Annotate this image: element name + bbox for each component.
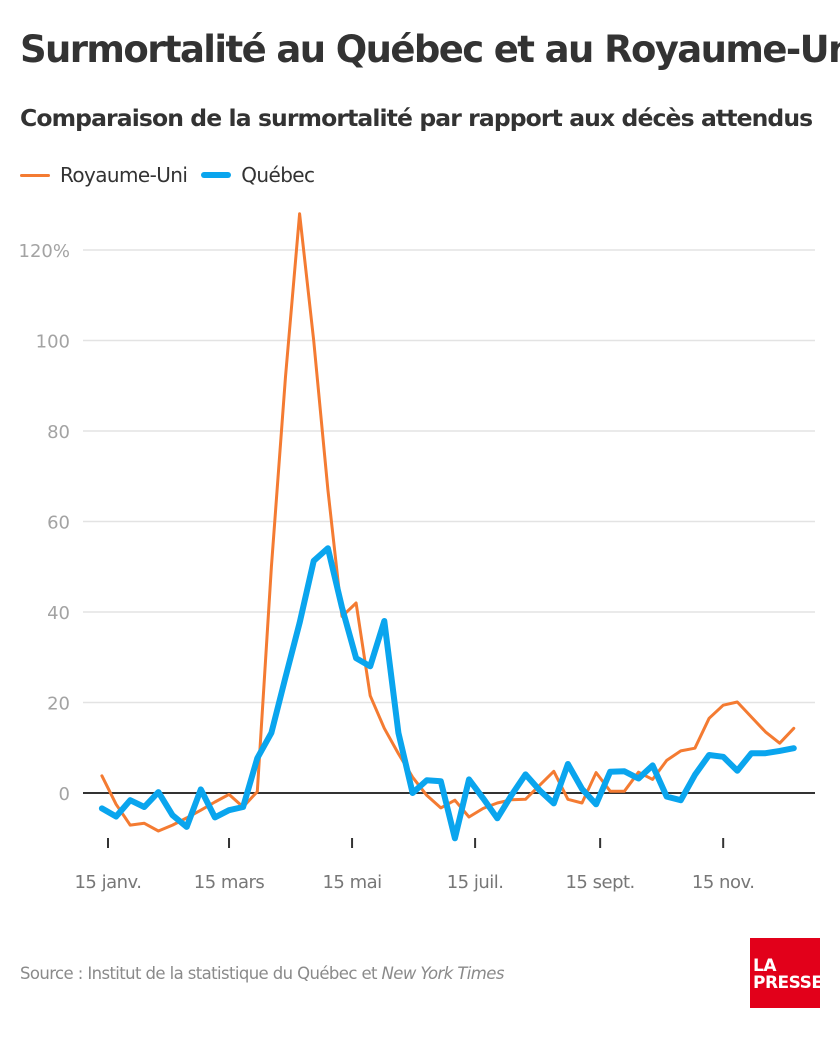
la-presse-logo: LA PRESSE <box>750 938 823 1008</box>
source-italic: New York Times <box>381 964 505 983</box>
y-tick-label: 80 <box>47 422 70 443</box>
gridlines <box>83 249 815 704</box>
x-tick-label: 15 mai <box>322 872 381 893</box>
chart-title: Surmortalité au Québec et au Royaume-Uni <box>20 28 840 71</box>
x-tick-label: 15 mars <box>194 872 265 893</box>
series-line-quebec <box>98 545 797 842</box>
source-text: Source : Institut de la statistique du Q… <box>20 964 382 983</box>
y-tick-label: 40 <box>47 603 70 624</box>
legend-item-quebec: Québec <box>201 163 315 187</box>
legend: Royaume-Uni Québec <box>20 163 328 187</box>
y-tick-label: 100 <box>36 332 70 353</box>
chart-subtitle: Comparaison de la surmortalité par rappo… <box>20 104 813 132</box>
x-tick-label: 15 nov. <box>692 872 755 893</box>
legend-label-quebec: Québec <box>241 163 315 187</box>
legend-swatch-royaume-uni <box>20 173 50 177</box>
series-lines <box>98 212 797 842</box>
x-tick-label: 15 janv. <box>74 872 141 893</box>
y-axis-tick-labels: 0 20 40 60 80 100 120% <box>19 241 70 805</box>
y-tick-label: 20 <box>47 694 70 715</box>
legend-swatch-quebec <box>201 172 232 178</box>
source-note: Source : Institut de la statistique du Q… <box>20 964 504 983</box>
y-tick-label: 60 <box>47 513 70 534</box>
x-tick-label: 15 juil. <box>447 872 504 893</box>
x-tick-label: 15 sept. <box>565 872 634 893</box>
x-axis: 15 janv. 15 mars 15 mai 15 juil. 15 sept. 15 … <box>74 838 755 893</box>
series-line-royaume-uni <box>100 212 796 833</box>
logo-line-1: LA <box>753 956 777 976</box>
legend-item-royaume-uni: Royaume-Uni <box>20 163 188 187</box>
y-tick-label: 120% <box>19 241 70 262</box>
logo-line-2: PRESSE <box>753 973 823 993</box>
y-tick-label: 0 <box>59 784 70 805</box>
legend-label-royaume-uni: Royaume-Uni <box>60 163 188 187</box>
